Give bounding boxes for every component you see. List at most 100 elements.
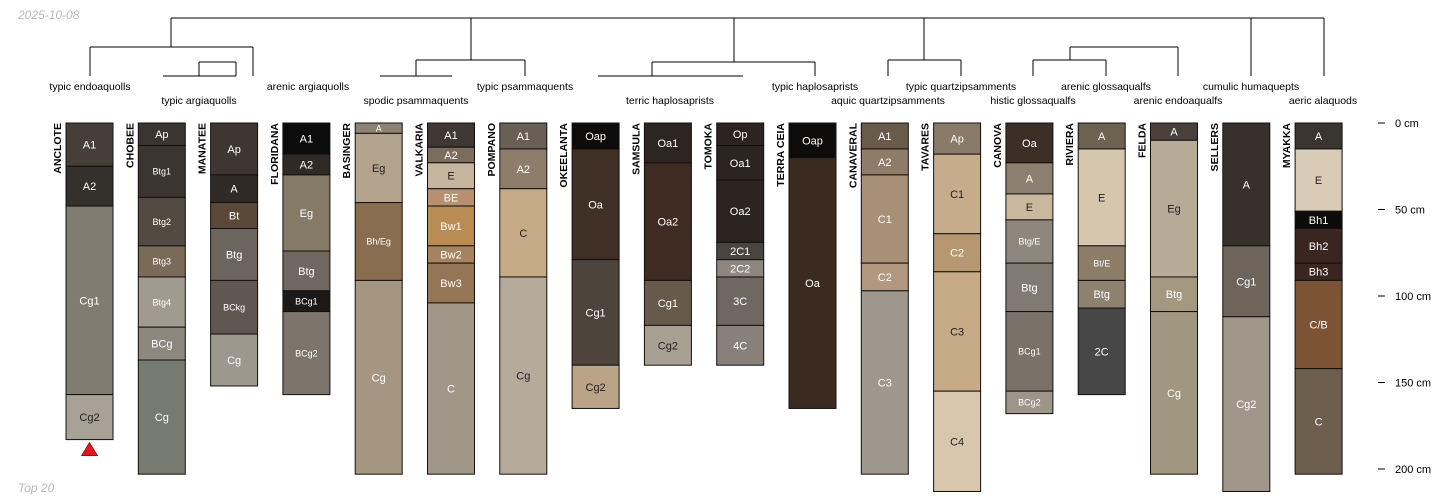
horizon-label: Ap xyxy=(227,144,240,156)
horizon xyxy=(1150,276,1198,313)
horizon-label: A xyxy=(376,123,382,133)
horizon xyxy=(137,359,186,475)
horizon-label: A xyxy=(1315,131,1323,143)
horizon-label: C3 xyxy=(950,326,964,338)
horizon-label: A1 xyxy=(300,134,313,146)
horizon-label: C xyxy=(519,228,527,240)
horizon xyxy=(137,276,186,328)
taxonomy-label: typic argiaquolls xyxy=(161,95,236,107)
horizon-label: A xyxy=(1243,179,1251,191)
horizon xyxy=(1005,193,1054,221)
taxonomy-label: typic endoaquolls xyxy=(49,81,130,93)
horizon-label: Bw1 xyxy=(440,221,461,233)
horizon-label: Btg xyxy=(1166,289,1183,301)
taxonomy-label: spodic psammaquents xyxy=(363,95,468,107)
horizon-label: Oap xyxy=(585,131,606,143)
horizon xyxy=(643,279,692,326)
horizon-label: A xyxy=(1098,131,1106,143)
horizon-label: Cg xyxy=(155,412,169,424)
soil-profile: A E Bt/E Btg 2C RIVIERA xyxy=(1064,122,1126,396)
horizon xyxy=(427,262,475,304)
horizon-label: A2 xyxy=(444,150,457,162)
horizon xyxy=(1005,162,1054,195)
horizon xyxy=(1005,122,1054,164)
horizon-label: BCg2 xyxy=(1018,398,1041,408)
depth-axis: 0 cm 50 cm 100 cm 150 cm 200 cm xyxy=(1378,118,1431,476)
horizon-label: 2C2 xyxy=(730,263,750,275)
horizon-label: Btg2 xyxy=(153,217,172,227)
horizon-label: Bh/Eg xyxy=(366,237,391,247)
horizon-label: 3C xyxy=(733,296,747,308)
horizon-label: C xyxy=(447,384,455,396)
horizon-label: C xyxy=(1315,416,1323,428)
dendrogram xyxy=(89,17,1325,77)
horizon xyxy=(1222,245,1271,318)
horizon xyxy=(499,122,548,150)
taxonomy-label: typic haplosaprists xyxy=(772,81,858,93)
horizon xyxy=(643,122,692,164)
horizon xyxy=(643,162,692,281)
profile-name: BASINGER xyxy=(341,123,353,179)
horizon xyxy=(1077,148,1126,247)
horizon xyxy=(1005,262,1054,313)
horizon-label: A2 xyxy=(83,181,96,193)
soil-profile: Ap C1 C2 C3 C4 TAVARES xyxy=(920,122,982,492)
horizon-label: A xyxy=(230,184,238,196)
horizon xyxy=(1005,219,1054,264)
horizon xyxy=(788,122,837,159)
horizon-label: E xyxy=(1026,202,1033,214)
horizon-label: A1 xyxy=(517,131,530,143)
horizon xyxy=(65,205,114,396)
profile-name: CANAVERAL xyxy=(847,122,859,188)
profile-name: SELLERS xyxy=(1209,123,1221,171)
horizon-label: C/B xyxy=(1309,320,1327,332)
horizon-label: Oa1 xyxy=(658,138,679,150)
horizon-label: Bt/E xyxy=(1093,258,1110,268)
horizon xyxy=(282,311,331,396)
soil-profile: A Eg Btg Cg FELDA xyxy=(1137,122,1198,475)
horizon-label: E xyxy=(1315,175,1322,187)
horizon-label: Oa xyxy=(1022,138,1038,150)
horizon xyxy=(788,157,837,409)
axis-tick-label: 0 cm xyxy=(1395,118,1419,130)
soil-profile: Oap Oa TERRA CEIA xyxy=(775,122,837,409)
horizon xyxy=(354,202,403,281)
horizon-label: A1 xyxy=(83,140,96,152)
horizon xyxy=(210,122,259,176)
horizon-label: Cg1 xyxy=(1236,276,1256,288)
horizon xyxy=(65,165,114,207)
horizon xyxy=(1005,311,1054,392)
horizon-label: BCkg xyxy=(223,302,245,312)
soil-profile: Oap Oa Cg1 Cg2 OKEELANTA xyxy=(558,122,620,409)
profile-name: RIVIERA xyxy=(1064,123,1076,166)
horizon xyxy=(282,174,331,252)
horizon xyxy=(1077,279,1126,309)
horizon xyxy=(210,333,259,387)
horizon xyxy=(1294,122,1343,150)
horizon xyxy=(571,364,620,409)
horizon-label: A2 xyxy=(517,164,530,176)
horizon-label: A1 xyxy=(444,130,457,142)
horizon-label: C1 xyxy=(878,214,892,226)
horizon-label: Btg1 xyxy=(153,167,172,177)
soil-profile: A1 A2 C Cg POMPANO xyxy=(486,122,548,475)
horizon xyxy=(1150,311,1198,475)
axis-tick-label: 150 cm xyxy=(1395,378,1431,390)
profile-name: SAMSULA xyxy=(630,123,642,175)
horizon-label: C1 xyxy=(950,189,964,201)
horizon xyxy=(210,279,259,335)
horizon-label: Btg4 xyxy=(153,297,172,307)
horizon xyxy=(643,324,692,366)
horizon-label: 4C xyxy=(733,340,747,352)
soil-profile: A1 A2 Eg Btg BCg1 BCg2 FLORIDANA xyxy=(269,122,331,396)
profile-name: CANOVA xyxy=(992,123,1004,168)
horizon-label: Cg2 xyxy=(79,412,99,424)
horizon xyxy=(1077,245,1126,281)
soil-profile: A1 A2 E BE Bw1 Bw2 Bw3 C VALKARIA xyxy=(414,122,475,475)
taxonomy-labels: typic endoaquolls typic argiaquolls arenic… xyxy=(49,81,1357,107)
horizon xyxy=(1222,122,1271,247)
horizon xyxy=(210,228,259,281)
profile-name: FLORIDANA xyxy=(269,123,281,185)
horizon xyxy=(1294,148,1343,212)
taxonomy-label: histic glossaqualfs xyxy=(990,95,1075,107)
